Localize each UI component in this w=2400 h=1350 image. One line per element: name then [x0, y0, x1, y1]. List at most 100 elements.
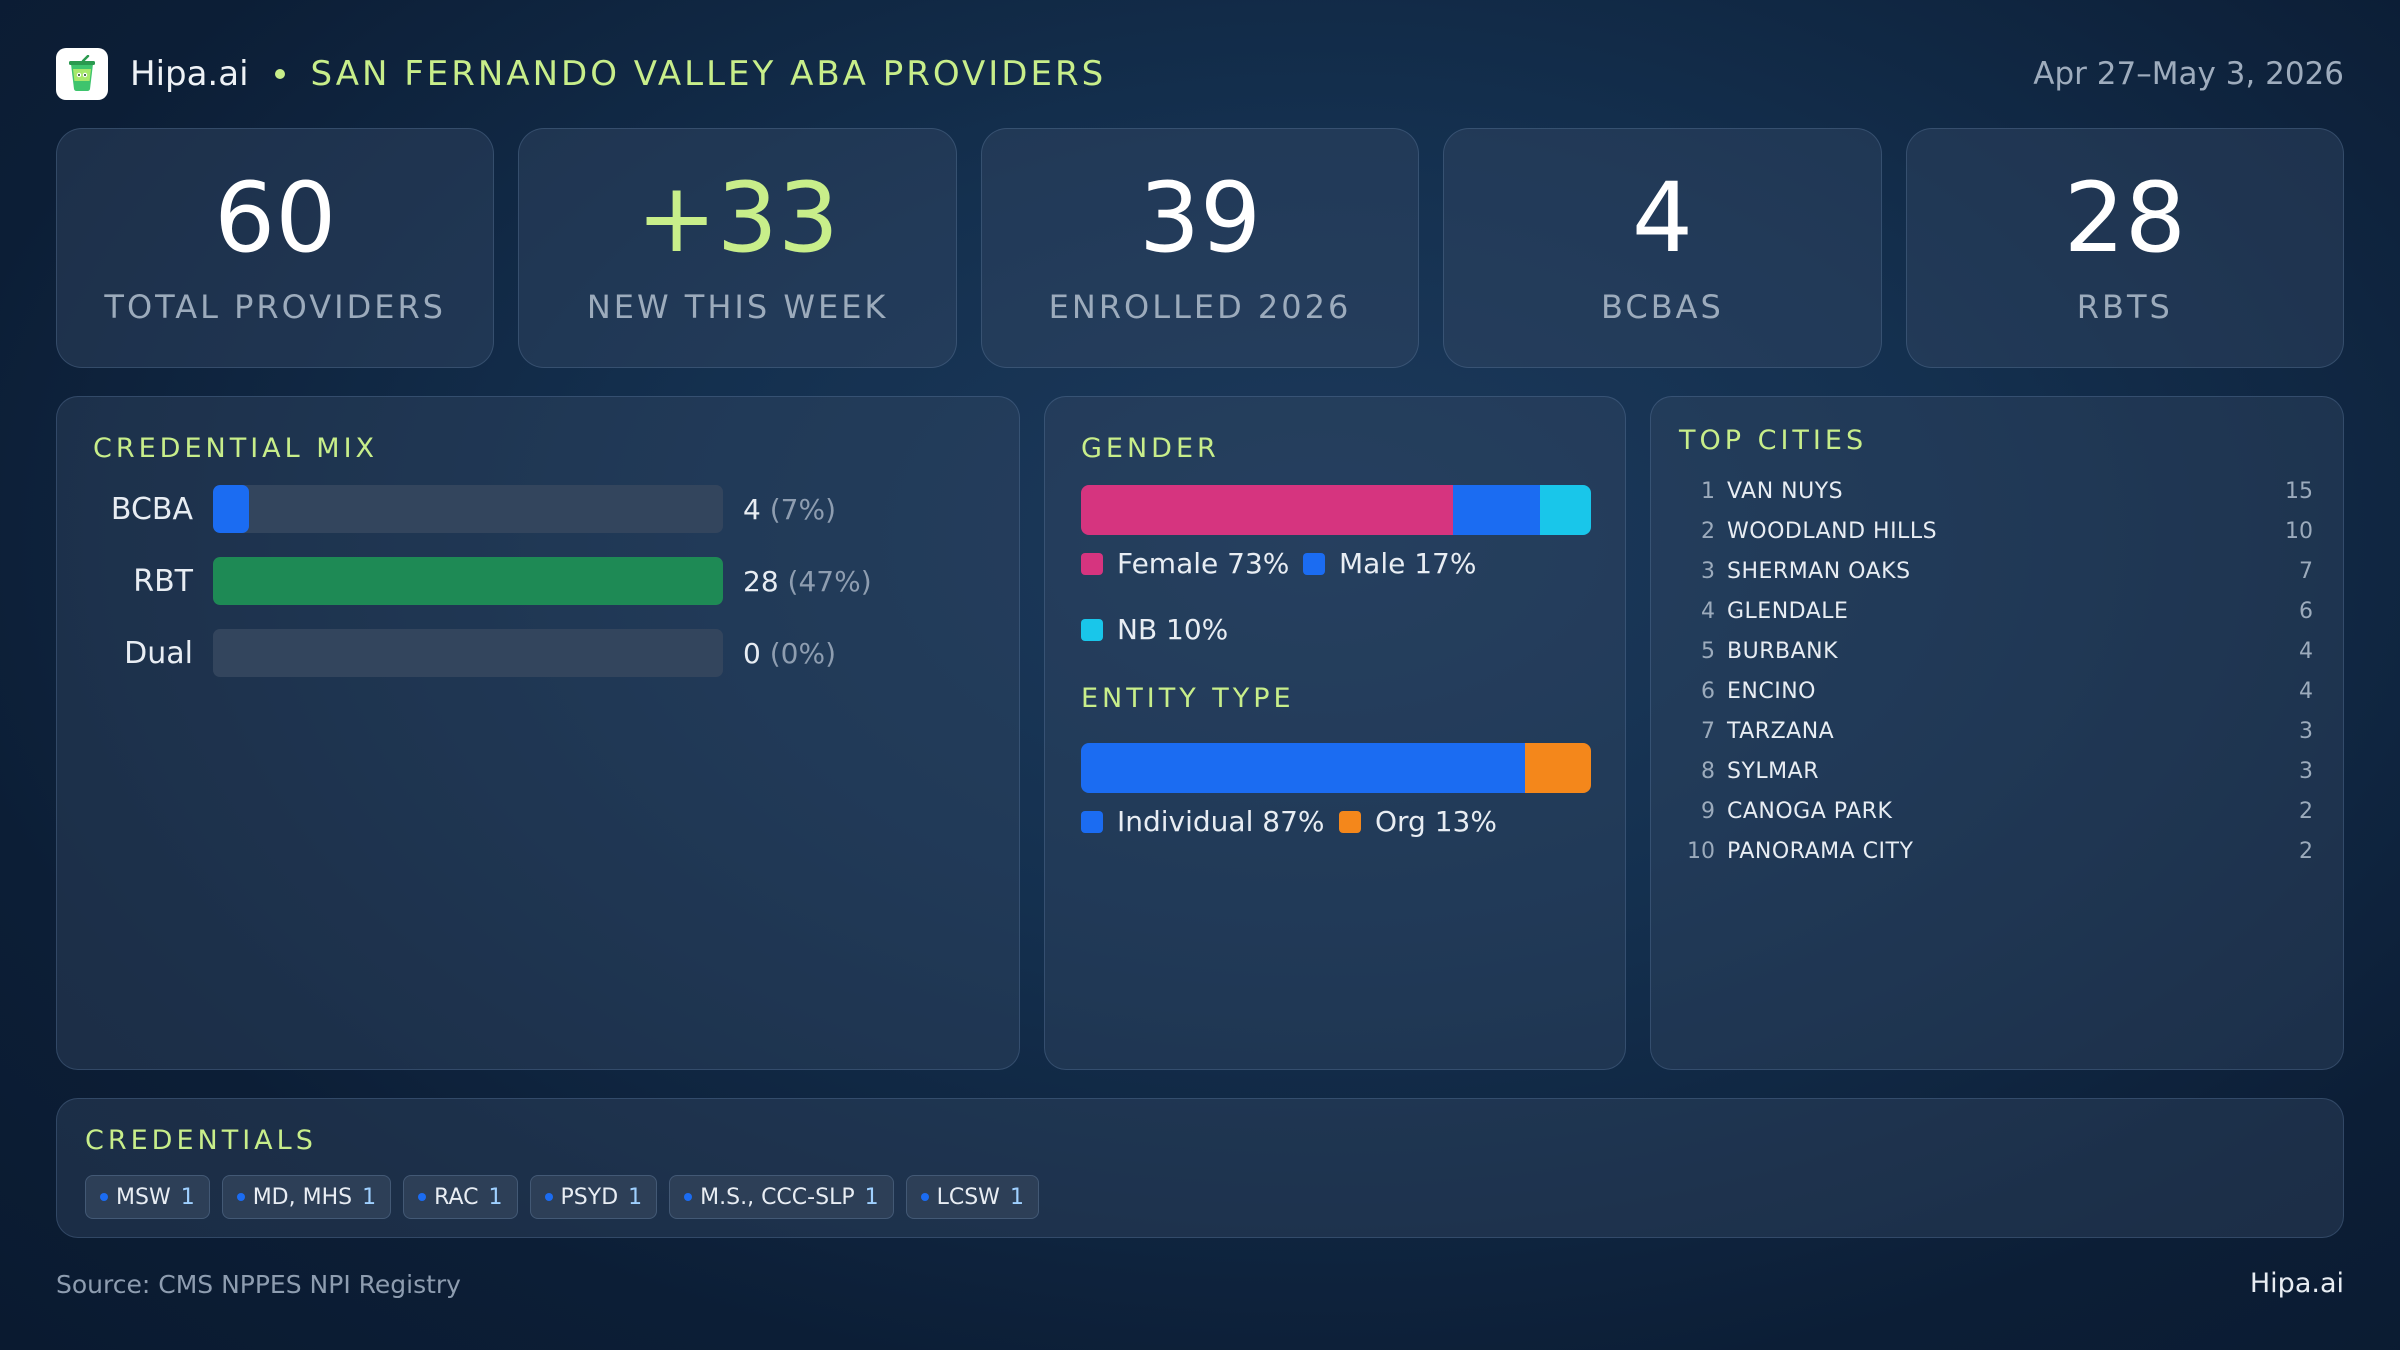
bar-pct: (7%) [769, 492, 837, 526]
city-name: VAN NUYS [1727, 478, 1844, 504]
chip-count: 1 [180, 1184, 195, 1210]
stat-value: 28 [2063, 162, 2186, 274]
list-item: 10 PANORAMA CITY 2 [1679, 831, 2313, 871]
city-name: SYLMAR [1727, 758, 1819, 784]
legend-swatch [1081, 552, 1103, 575]
bar-row-bcba: BCBA 4 (7%) [57, 485, 836, 533]
city-count: 2 [2299, 838, 2313, 864]
bullet-dot-icon [418, 1193, 427, 1201]
stack-segment [1453, 485, 1540, 535]
legend-nb: NB 10% [1081, 613, 1228, 646]
stat-label: ENROLLED 2026 [1048, 288, 1352, 326]
stat-label: NEW THIS WEEK [586, 288, 889, 326]
chip-label: MSW [116, 1184, 171, 1210]
credential-chip[interactable]: MD, MHS 1 [221, 1175, 392, 1219]
panel-title: ENTITY TYPE [1081, 683, 1295, 714]
bar-count: 0 [743, 636, 761, 670]
entity-stacked-bar [1081, 743, 1591, 793]
legend-individual: Individual 87% [1081, 805, 1325, 838]
credential-chip[interactable]: M.S., CCC-SLP 1 [669, 1175, 894, 1219]
city-name: TARZANA [1727, 718, 1835, 744]
list-item: 9 CANOGA PARK 2 [1679, 791, 2313, 831]
legend-male: Male 17% [1303, 547, 1476, 580]
top-cities-panel: TOP CITIES 1 VAN NUYS 15 2 WOODLAND HILLS 10… [1650, 396, 2344, 1070]
panel-title: CREDENTIAL MIX [93, 433, 379, 464]
city-rank: 5 [1701, 638, 1715, 664]
chip-count: 1 [1009, 1184, 1024, 1210]
city-count: 3 [2299, 758, 2313, 784]
city-rank: 8 [1701, 758, 1715, 784]
gender-panel: GENDER Female 73% Male 17% NB 10% ENTITY… [1044, 396, 1626, 1070]
legend-label: Org 13% [1375, 805, 1497, 838]
stat-label: TOTAL PROVIDERS [104, 288, 446, 326]
chip-label: LCSW [936, 1184, 1000, 1210]
bar-fill [213, 557, 723, 605]
header: Hipa.ai SAN FERNANDO VALLEY ABA PROVIDER… [56, 48, 2344, 100]
legend-org: Org 13% [1339, 805, 1497, 838]
credential-chip[interactable]: MSW 1 [85, 1175, 210, 1219]
stat-card-new-this-week: +33 NEW THIS WEEK [518, 128, 957, 368]
legend-label: Male 17% [1339, 547, 1477, 580]
stack-segment [1081, 743, 1525, 793]
separator-dot [274, 69, 285, 79]
list-item: 2 WOODLAND HILLS 10 [1679, 511, 2313, 551]
bar-count: 4 [743, 492, 761, 526]
legend-swatch [1081, 618, 1103, 641]
city-name: GLENDALE [1727, 598, 1849, 624]
city-count: 7 [2299, 558, 2313, 584]
panel-title: GENDER [1081, 433, 1220, 464]
stack-segment [1539, 485, 1591, 535]
chip-count: 1 [488, 1184, 503, 1210]
credential-chip[interactable]: RAC 1 [403, 1175, 518, 1219]
bar-track [213, 485, 723, 533]
stat-card-total-providers: 60 TOTAL PROVIDERS [56, 128, 495, 368]
list-item: 7 TARZANA 3 [1679, 711, 2313, 751]
credentials-panel: CREDENTIALS MSW 1 MD, MHS 1 RAC 1 PSYD 1 M.S… [56, 1098, 2344, 1238]
city-name: SHERMAN OAKS [1727, 558, 1911, 584]
bar-fill [213, 485, 249, 533]
stack-segment [1524, 743, 1591, 793]
city-name: BURBANK [1727, 638, 1839, 664]
chip-count: 1 [864, 1184, 879, 1210]
list-item: 4 GLENDALE 6 [1679, 591, 2313, 631]
bar-label: BCBA [110, 491, 193, 527]
city-count: 4 [2299, 678, 2313, 704]
stat-card-bcbas: 4 BCBAS [1443, 128, 1882, 368]
city-name: CANOGA PARK [1727, 798, 1893, 824]
legend-swatch [1303, 552, 1325, 575]
page-title: SAN FERNANDO VALLEY ABA PROVIDERS [310, 54, 1107, 94]
legend-swatch [1081, 810, 1103, 833]
stat-cards: 60 TOTAL PROVIDERS +33 NEW THIS WEEK 39 … [56, 128, 2345, 368]
city-rank: 9 [1701, 798, 1715, 824]
panel-title: TOP CITIES [1679, 425, 1868, 456]
bar-value: 0 (0%) [743, 637, 836, 670]
city-count: 15 [2285, 478, 2313, 504]
chip-label: MD, MHS [252, 1184, 353, 1210]
bullet-dot-icon [684, 1193, 693, 1201]
credential-mix-panel: CREDENTIAL MIX BCBA 4 (7%) RBT 28 (47%) … [56, 396, 1020, 1070]
stat-card-enrolled: 39 ENROLLED 2026 [980, 128, 1420, 368]
source-note: Source: CMS NPPES NPI Registry [56, 1270, 461, 1299]
bullet-dot-icon [544, 1193, 553, 1201]
bar-row-rbt: RBT 28 (47%) [57, 557, 872, 605]
legend-female: Female 73% [1081, 547, 1289, 580]
credential-chip[interactable]: LCSW 1 [905, 1175, 1039, 1219]
credential-chip[interactable]: PSYD 1 [529, 1175, 658, 1219]
stat-card-rbts: 28 RBTS [1905, 128, 2345, 368]
city-rank: 2 [1701, 518, 1715, 544]
city-count: 2 [2299, 798, 2313, 824]
city-rank: 10 [1687, 838, 1715, 864]
bar-track [213, 629, 723, 677]
chip-count: 1 [362, 1184, 377, 1210]
stat-value: 39 [1138, 162, 1262, 274]
footer-brand: Hipa.ai [2249, 1268, 2344, 1299]
bar-value: 4 (7%) [743, 493, 836, 526]
city-rank: 6 [1701, 678, 1715, 704]
logo[interactable] [56, 48, 108, 100]
stack-segment [1081, 485, 1454, 535]
bar-value: 28 (47%) [743, 565, 872, 598]
bar-pct: (0%) [769, 636, 837, 670]
city-rank: 4 [1701, 598, 1715, 624]
bullet-dot-icon [236, 1193, 245, 1201]
bar-label: Dual [124, 635, 193, 671]
